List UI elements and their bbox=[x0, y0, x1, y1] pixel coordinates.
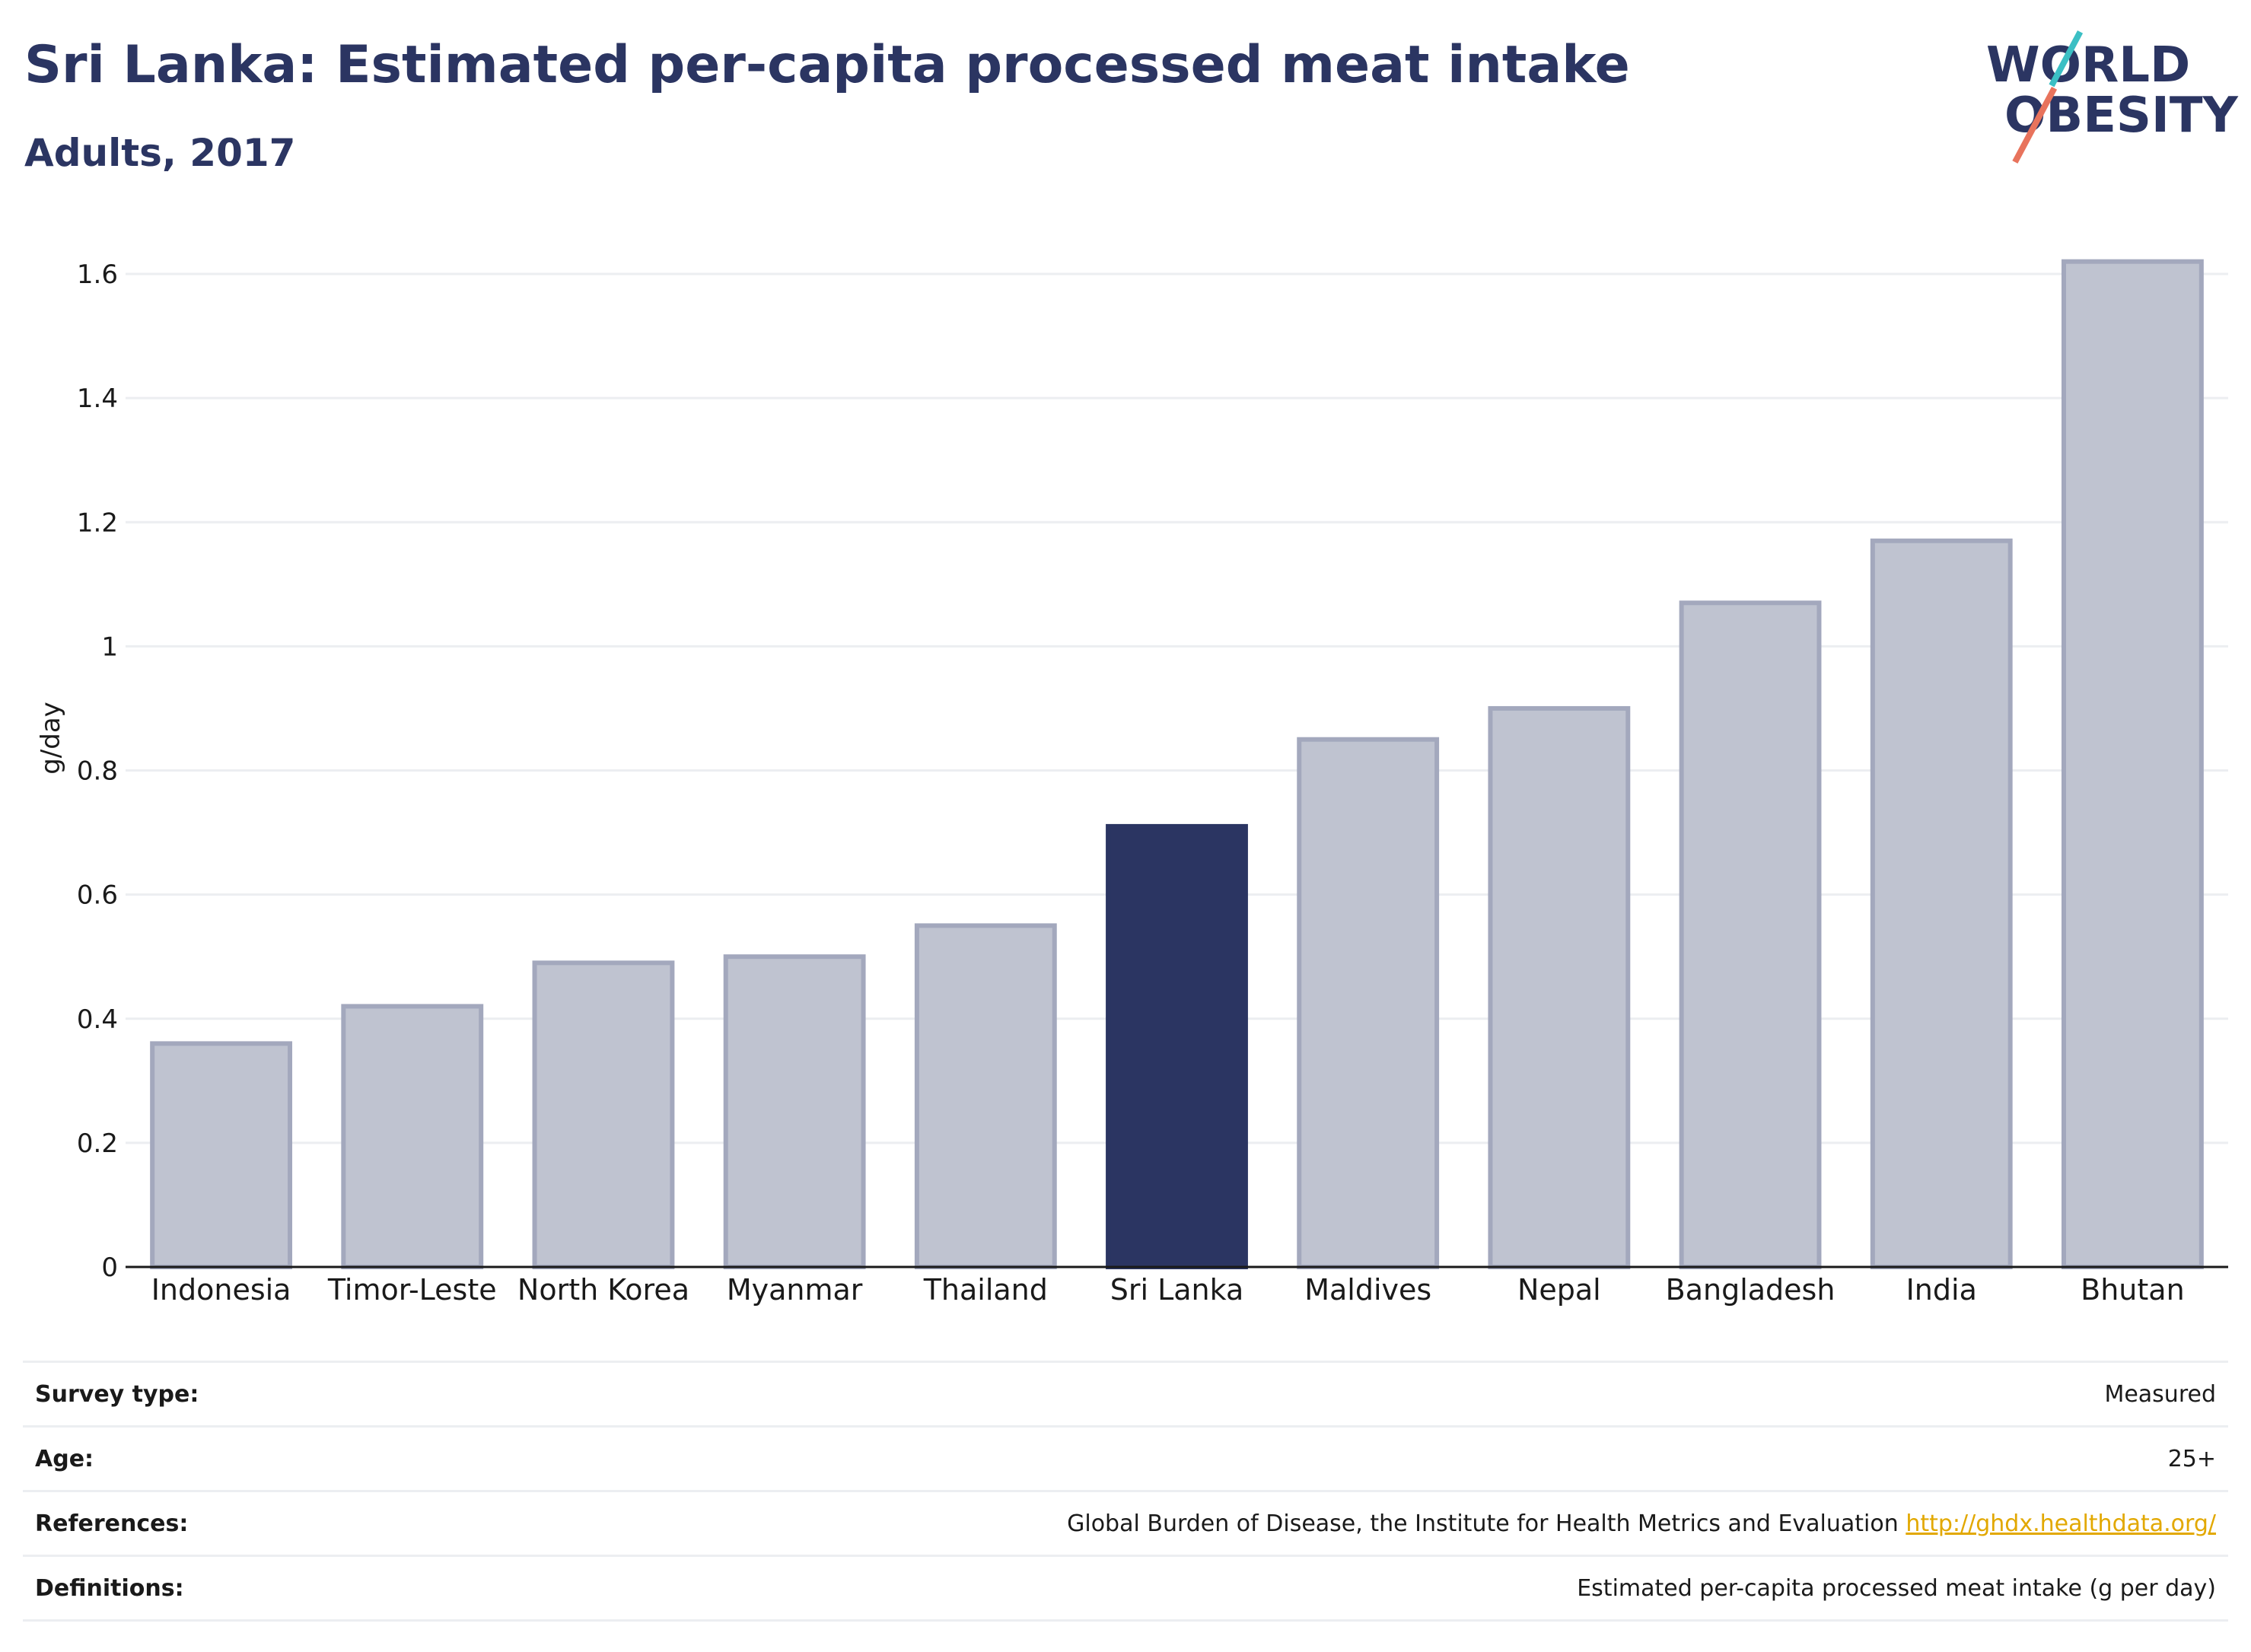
logo-text-obesity: OBESITY bbox=[2004, 88, 2238, 144]
y-tick-label: 0.2 bbox=[77, 1128, 118, 1159]
y-tick-label: 1.4 bbox=[77, 384, 118, 414]
x-tick-label: Bangladesh bbox=[1666, 1273, 1836, 1307]
age-label: Age: bbox=[35, 1446, 94, 1472]
footer-row-age: Age: 25+ bbox=[23, 1425, 2228, 1490]
bar-indonesia[interactable] bbox=[150, 1041, 293, 1269]
x-tick-label: Sri Lanka bbox=[1110, 1273, 1244, 1307]
age-value: 25+ bbox=[2167, 1446, 2216, 1472]
world-obesity-logo[interactable]: WORLD OBESITY bbox=[1986, 30, 2238, 164]
chart-footer-table: Survey type: Measured Age: 25+ Reference… bbox=[23, 1361, 2228, 1622]
bar-sri-lanka[interactable] bbox=[1106, 823, 1248, 1269]
bar-maldives[interactable] bbox=[1297, 737, 1440, 1269]
bar-timor-leste[interactable] bbox=[341, 1004, 484, 1269]
x-tick-label: India bbox=[1906, 1273, 1977, 1307]
y-axis-label: g/day bbox=[36, 702, 66, 775]
y-tick-label: 1 bbox=[101, 632, 118, 662]
footer-row-references: References: Global Burden of Disease, th… bbox=[23, 1490, 2228, 1555]
references-link[interactable]: http://ghdx.healthdata.org/ bbox=[1906, 1510, 2216, 1537]
references-label: References: bbox=[35, 1510, 189, 1537]
bar-chart: 0 0.2 0.4 0.6 0.8 1 1.2 1.4 1.6 Indonesia Timor-Le… bbox=[36, 259, 2228, 1307]
footer-row-survey-type: Survey type: Measured bbox=[23, 1361, 2228, 1425]
y-tick-label: 0 bbox=[101, 1253, 118, 1283]
references-value: Global Burden of Disease, the Institute … bbox=[1067, 1510, 2216, 1537]
x-tick-label: Bhutan bbox=[2081, 1273, 2185, 1307]
survey-type-label: Survey type: bbox=[35, 1381, 199, 1408]
y-tick-label: 0.8 bbox=[77, 756, 118, 787]
survey-type-value: Measured bbox=[2104, 1381, 2216, 1408]
y-tick-label: 1.2 bbox=[77, 508, 118, 538]
definitions-label: Definitions: bbox=[35, 1575, 184, 1602]
x-tick-label: Nepal bbox=[1517, 1273, 1601, 1307]
footer-row-definitions: Definitions: Estimated per-capita proces… bbox=[23, 1555, 2228, 1622]
bar-india[interactable] bbox=[1870, 538, 2013, 1269]
y-tick-label: 0.4 bbox=[77, 1004, 118, 1035]
references-text: Global Burden of Disease, the Institute … bbox=[1067, 1510, 1899, 1537]
bar-north-korea[interactable] bbox=[532, 960, 675, 1269]
bar-myanmar[interactable] bbox=[723, 954, 866, 1269]
x-tick-label: Timor-Leste bbox=[327, 1273, 497, 1307]
x-tick-label: North Korea bbox=[517, 1273, 689, 1307]
chart-title: Sri Lanka: Estimated per-capita processe… bbox=[24, 35, 1630, 95]
bar-bangladesh[interactable] bbox=[1679, 600, 1822, 1269]
y-tick-label: 1.6 bbox=[77, 259, 118, 290]
bar-thailand[interactable] bbox=[914, 923, 1057, 1269]
bar-bhutan[interactable] bbox=[2061, 259, 2204, 1269]
x-tick-label: Myanmar bbox=[727, 1273, 863, 1307]
bar-nepal[interactable] bbox=[1488, 705, 1631, 1269]
definitions-value: Estimated per-capita processed meat inta… bbox=[1577, 1575, 2216, 1602]
y-tick-label: 0.6 bbox=[77, 880, 118, 911]
x-tick-label: Thailand bbox=[923, 1273, 1048, 1307]
x-tick-label: Indonesia bbox=[151, 1273, 291, 1307]
chart-subtitle: Adults, 2017 bbox=[24, 131, 296, 175]
x-tick-label: Maldives bbox=[1304, 1273, 1431, 1307]
logo-text-world: WORLD bbox=[1986, 37, 2191, 94]
